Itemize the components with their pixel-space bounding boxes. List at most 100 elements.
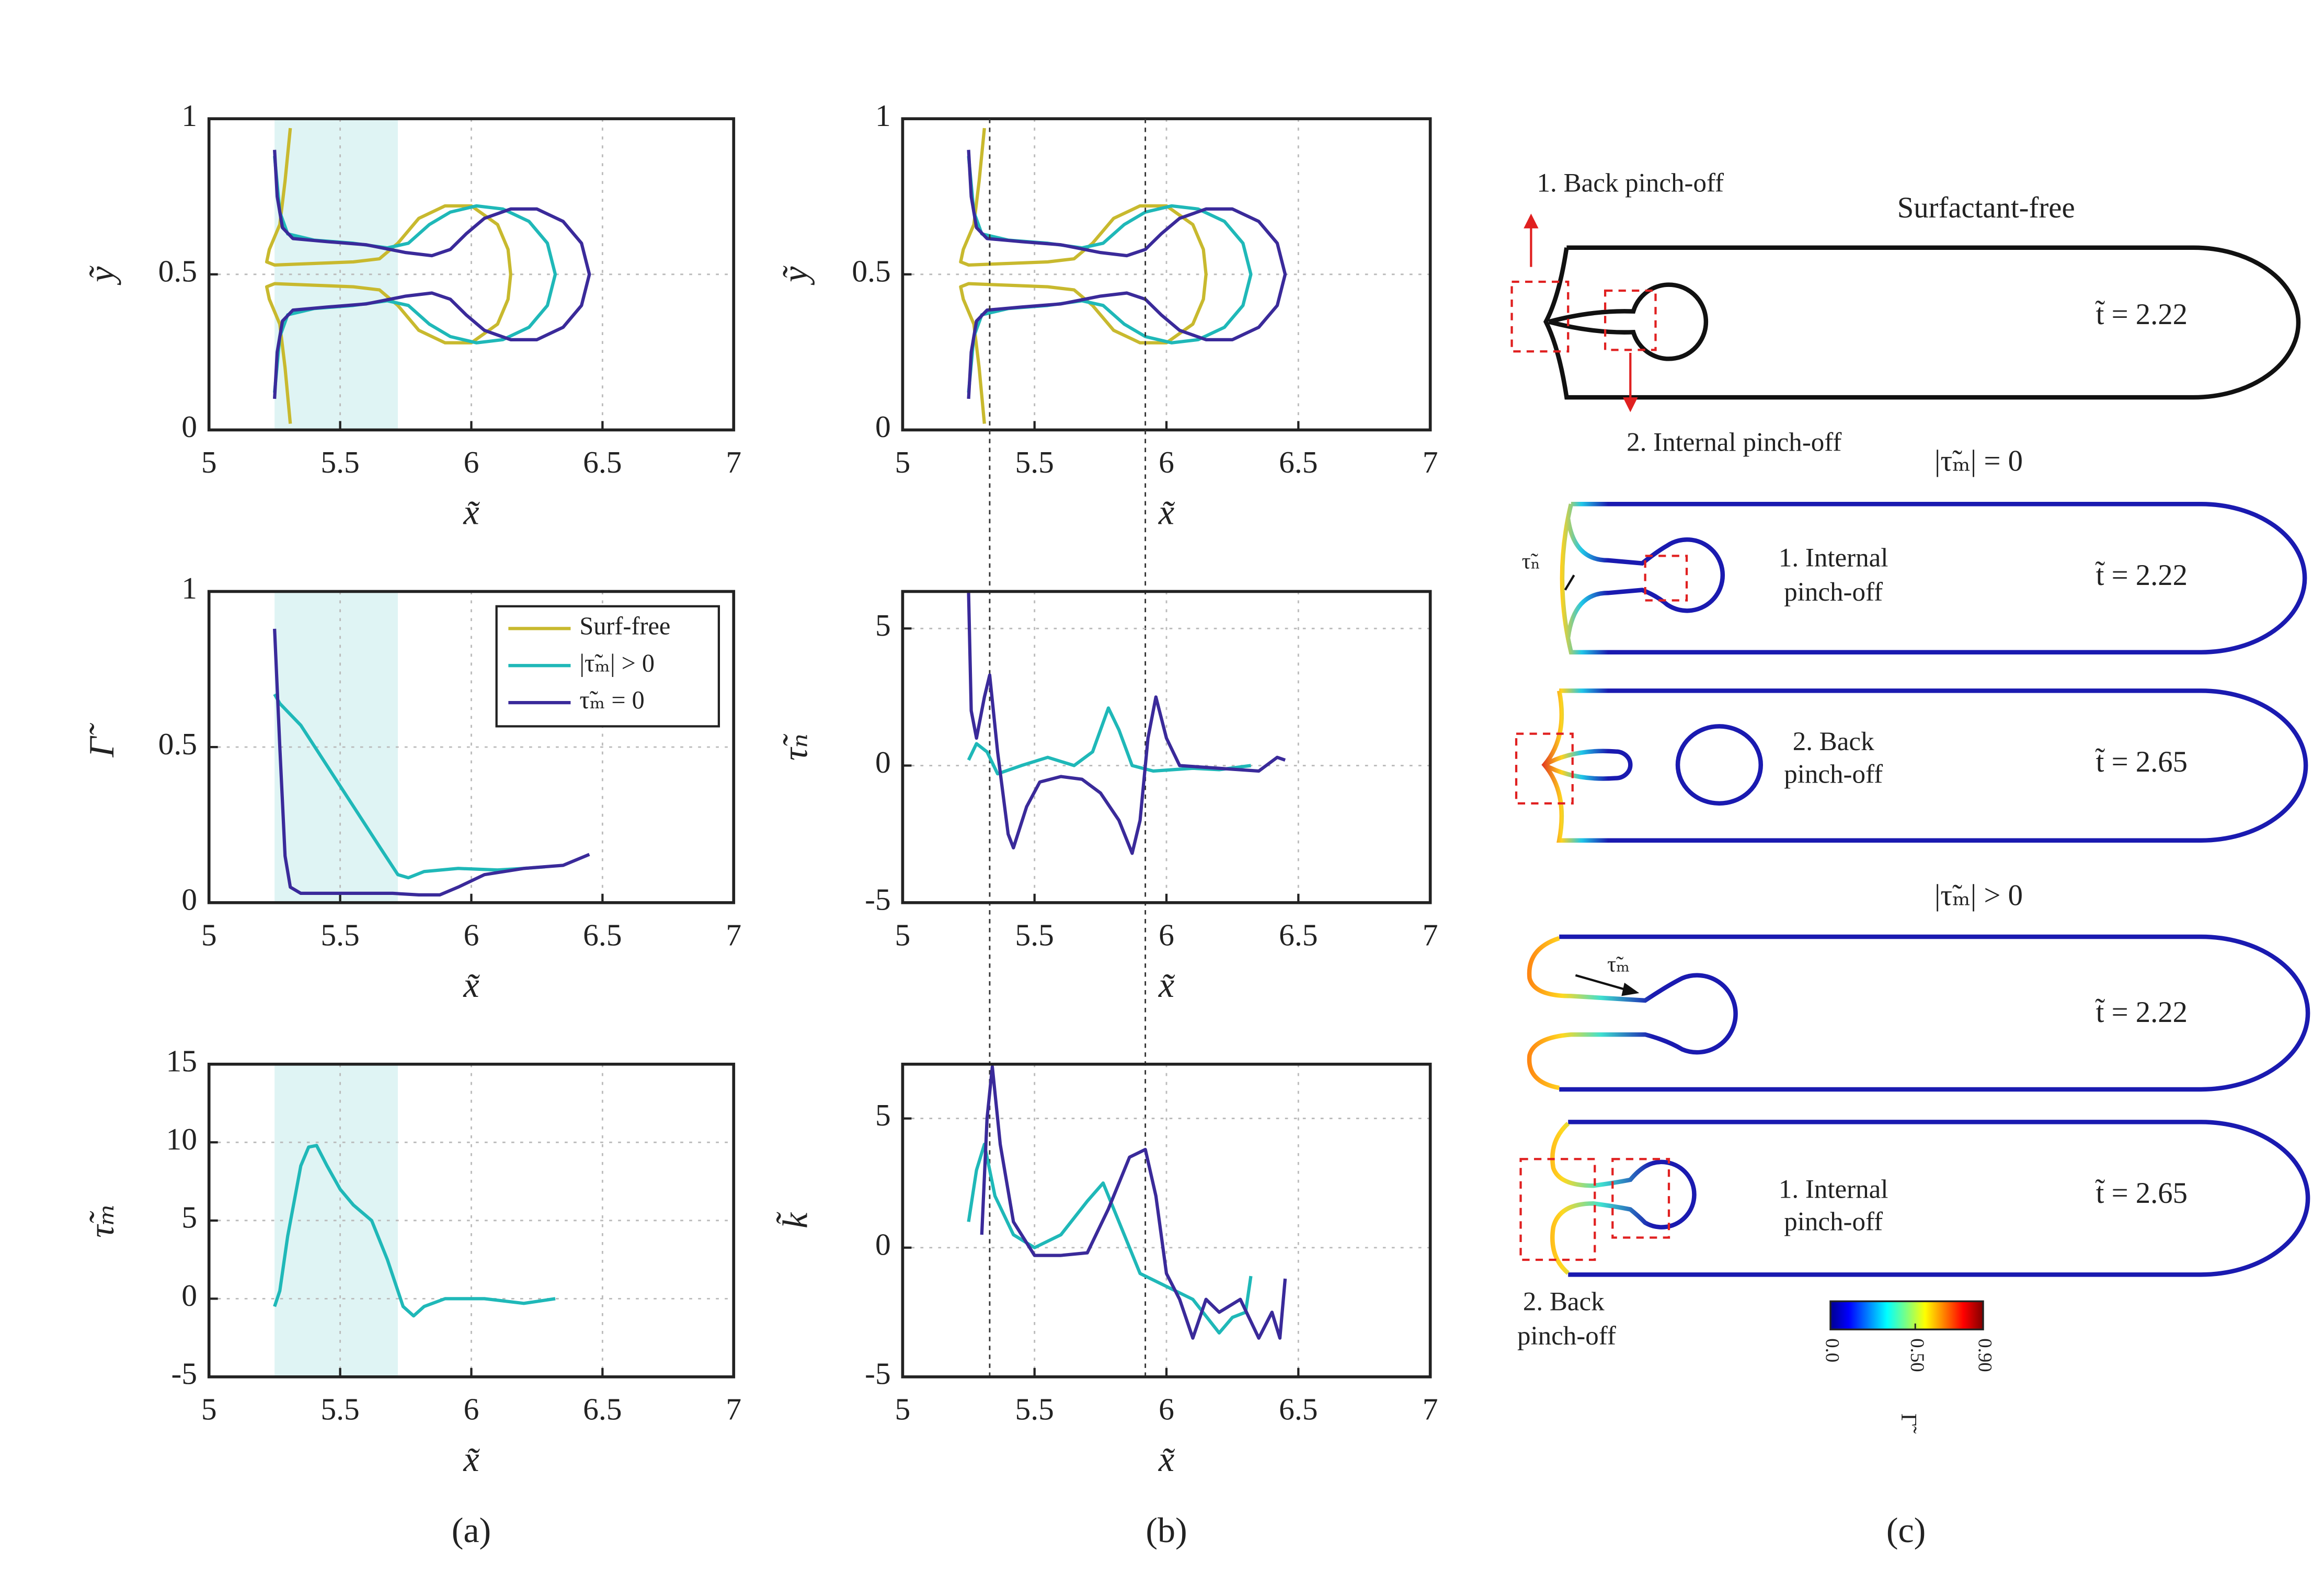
x-axis-label: x̃ xyxy=(463,1439,480,1479)
x-tick-label: 6.5 xyxy=(583,1392,622,1427)
y-tick-label: 10 xyxy=(166,1122,198,1156)
annotation: t̃ = 2.22 xyxy=(2095,298,2188,331)
panel-label: (a) xyxy=(452,1510,491,1550)
annotation: 2. Back xyxy=(1523,1288,1605,1317)
drop-outline xyxy=(1541,688,2308,843)
x-axis-label: x̃ xyxy=(463,492,480,532)
drop-outline xyxy=(1543,245,2301,400)
y-tick-label: 1 xyxy=(875,98,891,133)
y-tick-label: 0.5 xyxy=(158,254,197,288)
y-tick-label: 1 xyxy=(181,98,197,133)
x-tick-label: 6.5 xyxy=(583,917,622,952)
arrow-head xyxy=(1623,397,1638,412)
annotation: 2. Internal pinch-off xyxy=(1627,428,1841,457)
data-line xyxy=(273,150,591,399)
x-tick-label: 5.5 xyxy=(320,917,359,952)
y-tick-label: 0 xyxy=(181,1278,197,1313)
axes-frame xyxy=(901,1062,1432,1378)
x-tick-label: 7 xyxy=(726,445,741,479)
x-tick-label: 5.5 xyxy=(1015,445,1054,479)
y-tick-label: 5 xyxy=(875,608,891,642)
x-axis-label: x̃ xyxy=(1158,492,1175,532)
data-line xyxy=(273,628,590,897)
annotation: 2. Back xyxy=(1793,727,1874,756)
x-tick-label: 5 xyxy=(201,917,217,952)
y-tick-label: 0 xyxy=(181,882,197,916)
x-tick-label: 5 xyxy=(201,1392,217,1427)
axes-frame xyxy=(901,117,1432,432)
annotation: 1. Back pinch-off xyxy=(1537,168,1724,198)
data-line xyxy=(265,128,512,424)
y-tick-label: 0.5 xyxy=(852,254,890,288)
x-tick-label: 7 xyxy=(1423,917,1438,952)
annotation: |τ̃ₘ| > 0 xyxy=(1934,879,2023,912)
data-line xyxy=(967,1142,1253,1335)
data-line xyxy=(980,1065,1287,1340)
x-tick-label: 5.5 xyxy=(320,1392,359,1427)
annotation: pinch-off xyxy=(1784,760,1883,789)
x-tick-label: 6 xyxy=(1159,917,1174,952)
data-line xyxy=(273,693,545,880)
y-tick-label: 0 xyxy=(875,745,891,779)
x-tick-label: 7 xyxy=(726,1392,741,1427)
y-axis-label: k̃ xyxy=(775,1212,815,1228)
colorbar: 0.0 0.50 0.90 Γ̃ xyxy=(1822,1300,1996,1433)
x-tick-label: 5.5 xyxy=(320,445,359,479)
x-tick-label: 6.5 xyxy=(1279,445,1318,479)
x-tick-label: 6.5 xyxy=(1279,1392,1318,1427)
y-tick-label: 0 xyxy=(875,409,891,444)
annotation: t̃ = 2.22 xyxy=(2095,996,2188,1029)
highlight-box xyxy=(1604,289,1657,351)
x-tick-label: 6 xyxy=(464,445,479,479)
diagram: 1. Back pinch-off Surfactant-free t̃ = 2… xyxy=(1510,168,2310,1433)
drop-outline xyxy=(1568,1120,2310,1277)
y-tick-label: -5 xyxy=(865,882,891,916)
data-line xyxy=(273,1144,556,1318)
x-tick-label: 5.5 xyxy=(1015,917,1054,952)
drop-inner xyxy=(1527,936,1738,1090)
x-tick-label: 5 xyxy=(895,445,911,479)
y-axis-label: τ̃ₙ xyxy=(775,733,815,761)
highlight-box xyxy=(1611,1158,1670,1239)
drop-inner xyxy=(1543,749,1633,781)
annotation: pinch-off xyxy=(1517,1321,1616,1351)
colorbar-ramp xyxy=(1829,1300,1984,1330)
x-tick-label: 5 xyxy=(895,1392,911,1427)
drop-outline xyxy=(1560,501,2307,654)
x-axis-label: x̃ xyxy=(1158,965,1175,1005)
annotation: pinch-off xyxy=(1784,578,1883,607)
y-tick-label: 5 xyxy=(875,1098,891,1132)
drop-inner xyxy=(1548,282,1709,361)
y-tick-label: 1 xyxy=(181,571,197,605)
x-tick-label: 6 xyxy=(464,1392,479,1427)
data-line xyxy=(967,593,1286,855)
panel-label: (c) xyxy=(1886,1510,1926,1550)
x-tick-label: 5 xyxy=(201,445,217,479)
x-tick-label: 6.5 xyxy=(583,445,622,479)
y-axis-label: τ̃ₘ xyxy=(82,1203,121,1238)
arrow-head xyxy=(1621,982,1640,996)
panel-label: (b) xyxy=(1146,1510,1187,1550)
drop-inner xyxy=(1550,1122,1697,1275)
y-axis-label: ỹ xyxy=(775,266,815,285)
annotation: t̃ = 2.22 xyxy=(2095,559,2188,592)
y-tick-label: 0.5 xyxy=(158,727,197,761)
axes-frame xyxy=(207,1062,736,1378)
arrow-head xyxy=(1524,213,1539,228)
legend-label: Surf-free xyxy=(579,612,670,640)
highlight-box xyxy=(1510,280,1570,353)
highlight-box xyxy=(1519,1158,1596,1261)
x-tick-label: 6 xyxy=(1159,1392,1174,1427)
x-tick-label: 7 xyxy=(1423,445,1438,479)
highlight-box xyxy=(1644,555,1688,602)
annotation: Surfactant-free xyxy=(1897,191,2075,224)
x-axis-label: x̃ xyxy=(1158,1439,1175,1479)
x-tick-label: 7 xyxy=(726,917,741,952)
y-axis-label: ỹ xyxy=(82,266,121,285)
data-line xyxy=(967,150,1287,399)
y-tick-label: 15 xyxy=(166,1043,198,1078)
axes-frame xyxy=(207,117,736,432)
x-tick-label: 6 xyxy=(1159,445,1174,479)
